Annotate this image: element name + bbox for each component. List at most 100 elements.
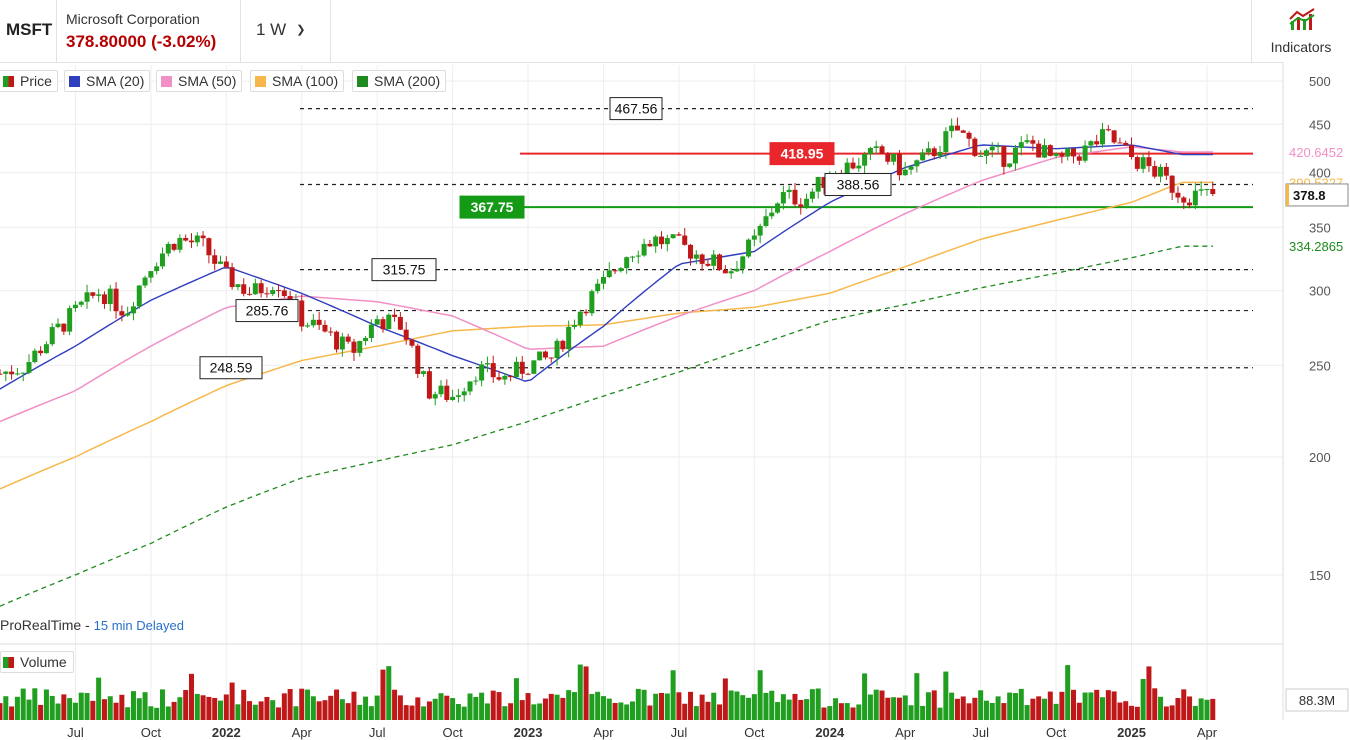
volume-bar (136, 698, 142, 720)
candle-body (229, 267, 235, 288)
legend-price[interactable]: Price (0, 70, 58, 92)
volume-bar (838, 703, 844, 720)
volume-bar (1146, 666, 1152, 720)
legend-label: SMA (20) (86, 73, 145, 89)
candle-body (49, 327, 55, 345)
price-chart[interactable]: 467.56 418.95 388.56 367.75 315.75 285.76 248.… (0, 62, 1350, 740)
candle-body (891, 153, 897, 162)
candle-body (879, 146, 885, 154)
candle-body (502, 375, 508, 380)
candle-body (949, 125, 955, 132)
volume-bar (287, 689, 293, 720)
volume-bar (90, 700, 96, 720)
candle-body (78, 301, 84, 305)
volume-bar (711, 692, 717, 720)
timeframe-value: 1 W (256, 20, 287, 39)
volume-bar (165, 706, 171, 720)
volume-legend[interactable]: Volume (0, 651, 74, 673)
volume-bar (363, 696, 369, 720)
legend-sma-50[interactable]: SMA (50) (156, 70, 243, 92)
candle-body (438, 385, 444, 395)
candle-body (119, 311, 125, 316)
volume-bar (1105, 690, 1111, 720)
volume-bar (676, 692, 682, 720)
volume-bar (484, 703, 490, 720)
volume-bar (49, 695, 55, 720)
candle-body (241, 284, 247, 294)
candle-body (995, 146, 1001, 148)
candle-body (328, 331, 334, 333)
level-label-box (609, 97, 663, 121)
candle-body (218, 261, 224, 264)
volume-bar (966, 703, 972, 720)
volume-bar (328, 695, 334, 720)
volume-bar (1024, 705, 1030, 720)
indicators-button[interactable]: Indicators (1252, 0, 1350, 62)
candle-body (1018, 142, 1024, 148)
volume-bar (972, 697, 978, 720)
candle-body (1012, 147, 1018, 164)
volume-bar (490, 690, 496, 720)
indicators-icon (1289, 8, 1315, 30)
divider (240, 0, 241, 62)
volume-bar (1059, 691, 1065, 720)
volume-bar (983, 700, 989, 720)
symbol-ticker[interactable]: MSFT (6, 20, 53, 39)
volume-bar (299, 688, 305, 720)
volume-bar (920, 705, 926, 720)
candle-body (1076, 156, 1082, 161)
candle-body (856, 165, 862, 169)
candle-body (409, 339, 415, 346)
volume-bar (403, 705, 409, 720)
volume-bar (1140, 678, 1146, 720)
badge-accent (1286, 183, 1289, 206)
candle-body (1198, 189, 1204, 191)
moving-averages (0, 144, 1213, 607)
candle-body (937, 151, 943, 157)
candle-body (479, 364, 485, 381)
candle-body (1094, 141, 1100, 145)
volume-bar (1047, 691, 1053, 720)
candle-body (705, 263, 711, 266)
candle-body (850, 162, 856, 169)
candle-body (606, 270, 612, 278)
x-tick-label: 2022 (212, 725, 241, 740)
volume-bar (1007, 692, 1013, 720)
candle-body (508, 375, 514, 378)
volume-bar (229, 682, 235, 720)
candle-body (972, 138, 978, 156)
volume-bar (595, 691, 601, 720)
volume-bar (1018, 688, 1024, 720)
volume-bar (55, 703, 61, 720)
candle-body (513, 361, 519, 378)
axes: 150200250300350400450500420.6452390.5327… (67, 62, 1350, 740)
candle-body (1001, 146, 1007, 167)
candle-body (247, 293, 253, 295)
delay-note: 15 min Delayed (93, 618, 184, 633)
timeframe-dropdown[interactable]: 1 W ❯ (256, 20, 305, 40)
sma-50-line (0, 146, 1213, 423)
volume-bar (896, 697, 902, 720)
volume-bar (223, 694, 229, 720)
candle-body (1163, 166, 1169, 176)
candle-body (1047, 145, 1053, 156)
candle-body (1152, 166, 1158, 177)
candle-body (490, 363, 496, 378)
volume-bar (38, 704, 44, 720)
legend-sma-100-swatch (255, 76, 266, 87)
volume-bar (554, 694, 560, 720)
candle-body (920, 152, 926, 161)
candle-body (554, 340, 560, 359)
legend-sma-200[interactable]: SMA (200) (352, 70, 447, 92)
candle-body (206, 238, 212, 256)
volume-bar (995, 696, 1001, 720)
legend-sma-20[interactable]: SMA (20) (64, 70, 151, 92)
volume-bar (502, 706, 508, 720)
candle-body (618, 268, 624, 272)
level-label: 315.75 (383, 262, 426, 278)
candle-body (763, 216, 769, 226)
volume-bar (664, 693, 670, 720)
volume-bar (264, 696, 270, 720)
candle-body (542, 351, 548, 358)
legend-sma-100[interactable]: SMA (100) (250, 70, 345, 92)
